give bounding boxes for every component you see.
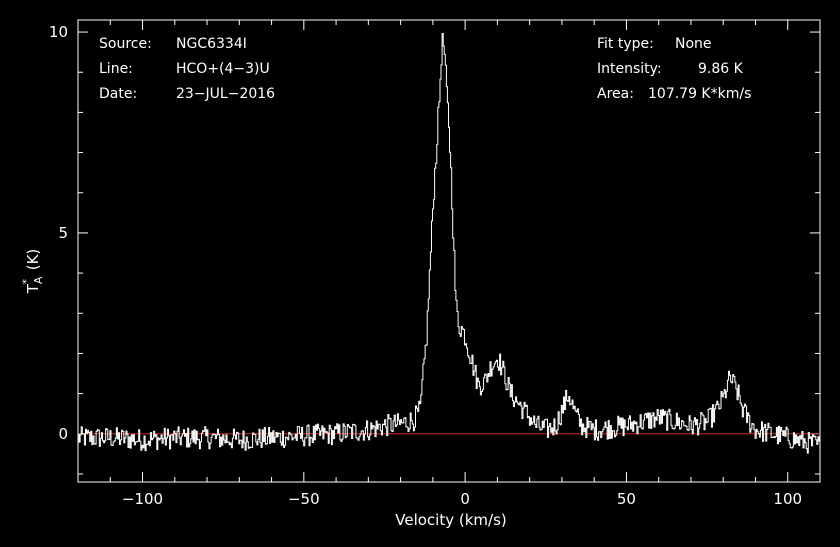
x-tick-label: −50 — [288, 490, 320, 508]
date-value: 23−JUL−2016 — [176, 86, 276, 102]
axis-tick-labels: −100 −50 0 50 100 0 5 10 — [49, 23, 802, 508]
area-value: 107.79 K*km/s — [648, 86, 752, 102]
axis-ticks — [77, 20, 821, 482]
fit-type-label: Fit type: — [597, 36, 654, 52]
date-label: Date: — [99, 86, 138, 102]
x-tick-label: 0 — [460, 490, 470, 508]
svg-text:TA* (K): TA* (K) — [20, 249, 45, 295]
y-axis-label-t: T — [24, 283, 42, 294]
y-axis-label-sub: A — [32, 276, 45, 284]
x-tick-label: 50 — [617, 490, 636, 508]
y-tick-label: 0 — [58, 425, 68, 443]
y-axis-label-unit: (K) — [24, 249, 42, 275]
y-axis-label: TA* (K) — [20, 249, 45, 295]
spectrum-line — [78, 33, 820, 454]
fit-type-value: None — [675, 36, 712, 52]
area-label: Area: — [597, 86, 634, 102]
source-value: NGC6334I — [176, 36, 247, 52]
y-tick-label: 5 — [58, 224, 68, 242]
y-axis-label-star: * — [20, 279, 33, 285]
line-value: HCO+(4−3)U — [176, 61, 270, 77]
x-tick-label: 100 — [773, 490, 802, 508]
x-tick-label: −100 — [122, 490, 163, 508]
source-label: Source: — [99, 36, 152, 52]
line-label: Line: — [99, 61, 133, 77]
y-tick-label: 10 — [49, 23, 68, 41]
intensity-label: Intensity: — [597, 61, 662, 77]
intensity-value: 9.86 K — [698, 61, 743, 77]
x-axis-label: Velocity (km/s) — [395, 511, 506, 529]
plot-frame — [77, 19, 821, 483]
